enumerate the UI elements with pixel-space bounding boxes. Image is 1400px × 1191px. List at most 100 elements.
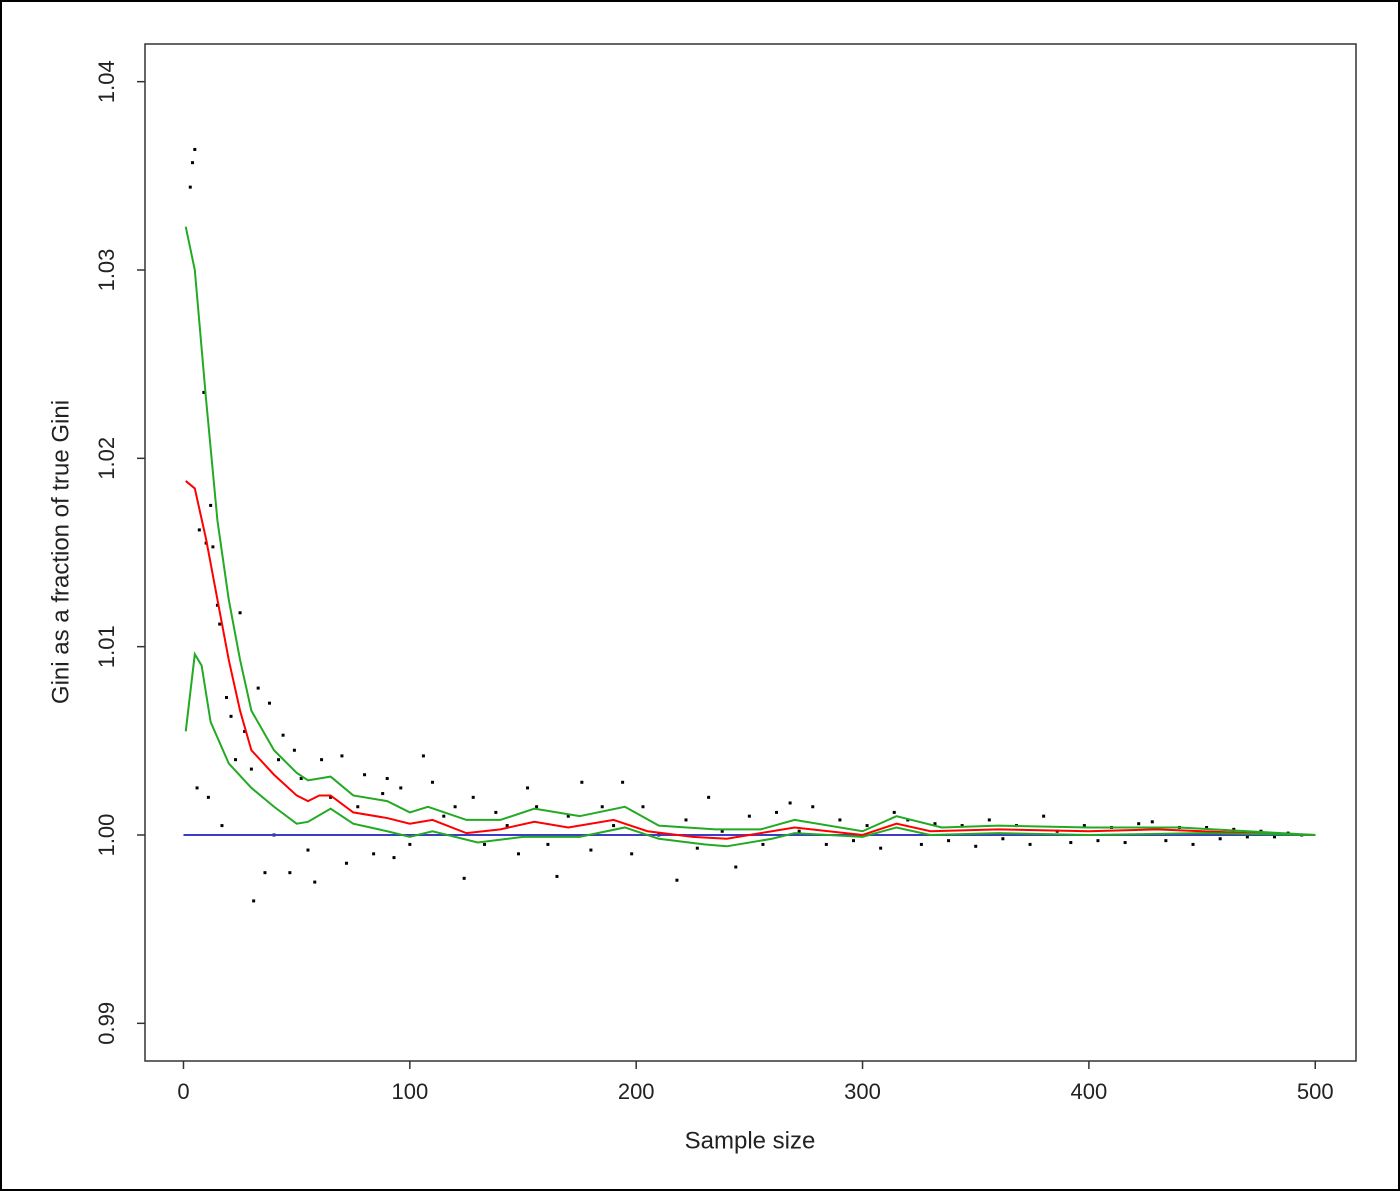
point: [197, 528, 201, 532]
point: [292, 748, 296, 752]
point: [892, 810, 896, 814]
point: [675, 878, 679, 882]
point: [267, 701, 271, 705]
point: [1150, 820, 1154, 824]
point: [381, 792, 385, 796]
point: [191, 161, 195, 165]
point: [761, 842, 765, 846]
point: [1232, 827, 1236, 831]
point: [1069, 841, 1073, 845]
point: [263, 871, 267, 875]
point: [1245, 835, 1249, 839]
point: [188, 185, 192, 189]
point: [471, 795, 475, 799]
point: [256, 686, 260, 690]
point: [299, 777, 303, 780]
point: [494, 810, 498, 814]
point: [960, 824, 964, 828]
point: [202, 390, 206, 394]
point: [399, 786, 403, 790]
point: [947, 839, 951, 843]
point: [555, 874, 559, 878]
point: [788, 801, 792, 805]
line: [184, 651, 1316, 848]
point: [621, 780, 625, 784]
point: [392, 856, 396, 860]
point: [1218, 837, 1222, 841]
y-tick-label: 1.04: [94, 60, 119, 103]
point: [421, 754, 425, 758]
point: [566, 814, 570, 818]
point: [356, 805, 360, 809]
point: [974, 844, 978, 848]
point: [879, 846, 883, 850]
point: [1137, 822, 1141, 826]
point: [195, 786, 199, 790]
point: [340, 754, 344, 758]
point: [695, 846, 699, 850]
x-tick-label: 200: [618, 1079, 655, 1104]
point: [313, 880, 317, 884]
point: [838, 818, 842, 822]
point: [1001, 837, 1005, 841]
point: [516, 852, 520, 856]
point: [1096, 839, 1100, 843]
point: [252, 899, 256, 903]
point: [218, 622, 222, 626]
point: [385, 777, 389, 780]
point: [1273, 835, 1277, 839]
point: [462, 876, 466, 880]
point: [483, 842, 487, 846]
point: [215, 603, 219, 607]
point: [224, 696, 228, 700]
x-tick-label: 100: [391, 1079, 428, 1104]
point: [211, 545, 215, 549]
y-tick-label: 1.02: [94, 437, 119, 480]
point: [600, 805, 604, 809]
point: [987, 818, 991, 822]
x-tick-label: 0: [177, 1079, 189, 1104]
point: [546, 842, 550, 846]
point: [526, 786, 530, 790]
point: [243, 729, 247, 733]
point: [865, 824, 869, 828]
y-tick-label: 0.99: [94, 1002, 119, 1045]
point: [707, 795, 711, 799]
point: [430, 780, 434, 784]
point: [535, 805, 539, 809]
point: [684, 818, 688, 822]
point: [209, 503, 213, 507]
point: [442, 814, 446, 818]
point: [505, 824, 509, 828]
point: [851, 839, 855, 843]
point: [580, 780, 584, 784]
point: [919, 842, 923, 846]
point: [612, 824, 616, 828]
point: [775, 810, 779, 814]
point: [1042, 814, 1046, 818]
point: [408, 842, 412, 846]
x-tick-label: 400: [1071, 1079, 1108, 1104]
x-tick-label: 300: [844, 1079, 881, 1104]
point: [1164, 839, 1168, 843]
y-tick-label: 1.01: [94, 625, 119, 668]
point: [811, 805, 815, 809]
line: [184, 226, 1316, 836]
point: [1205, 825, 1209, 829]
point: [1191, 842, 1195, 846]
point: [933, 822, 937, 826]
point: [229, 714, 233, 718]
point: [193, 147, 197, 151]
point: [281, 733, 285, 737]
point: [320, 758, 324, 762]
point: [329, 795, 333, 799]
point: [344, 861, 348, 865]
point: [206, 795, 210, 799]
point: [306, 848, 310, 852]
point: [288, 871, 292, 875]
point: [1028, 842, 1032, 846]
point: [720, 829, 724, 833]
point: [220, 824, 224, 828]
